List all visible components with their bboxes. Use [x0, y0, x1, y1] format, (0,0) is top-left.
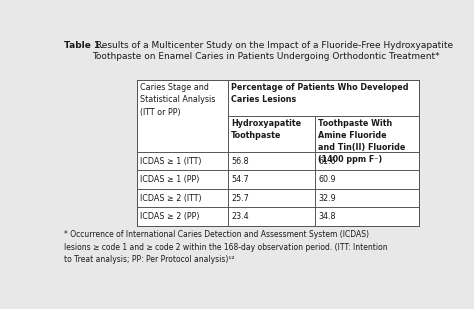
Text: 23.4: 23.4	[231, 212, 249, 221]
Text: ICDAS ≥ 2 (PP): ICDAS ≥ 2 (PP)	[140, 212, 200, 221]
Text: Hydroxyapatite
Toothpaste: Hydroxyapatite Toothpaste	[231, 119, 301, 140]
Text: * Occurrence of International Caries Detection and Assessment System (ICDAS)
les: * Occurrence of International Caries Det…	[64, 230, 388, 264]
Text: 56.8: 56.8	[231, 157, 249, 166]
Text: 54.7: 54.7	[231, 175, 249, 184]
Text: 32.9: 32.9	[318, 193, 336, 202]
Bar	[137, 80, 419, 226]
Text: 34.8: 34.8	[318, 212, 336, 221]
Text: ICDAS ≥ 1 (ITT): ICDAS ≥ 1 (ITT)	[140, 157, 201, 166]
Text: Table 1.: Table 1.	[64, 41, 103, 50]
Text: ICDAS ≥ 1 (PP): ICDAS ≥ 1 (PP)	[140, 175, 199, 184]
Text: Caries Stage and
Statistical Analysis
(ITT or PP): Caries Stage and Statistical Analysis (I…	[140, 83, 215, 116]
Text: 61.6: 61.6	[318, 157, 336, 166]
Text: Percentage of Patients Who Developed
Caries Lesions: Percentage of Patients Who Developed Car…	[231, 83, 409, 104]
Text: Results of a Multicenter Study on the Impact of a Fluoride-Free Hydroxyapatite
T: Results of a Multicenter Study on the Im…	[92, 41, 453, 61]
Text: 25.7: 25.7	[231, 193, 249, 202]
Text: Toothpaste With
Amine Fluoride
and Tin(II) Fluoride
(1400 ppm F⁻): Toothpaste With Amine Fluoride and Tin(I…	[318, 119, 405, 164]
Text: 60.9: 60.9	[318, 175, 336, 184]
Text: ICDAS ≥ 2 (ITT): ICDAS ≥ 2 (ITT)	[140, 193, 201, 202]
